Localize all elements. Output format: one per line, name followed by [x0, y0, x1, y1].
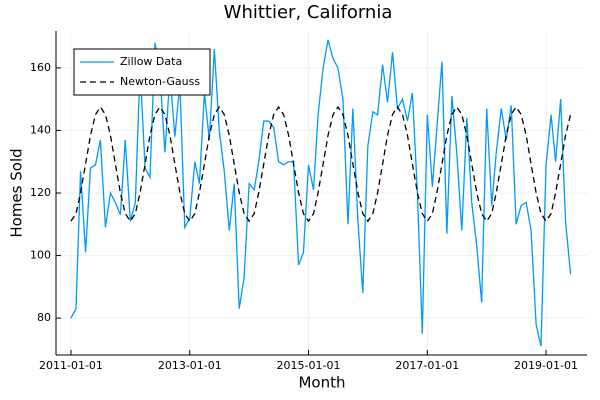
legend-box [73, 48, 211, 96]
y-tick-label: 120 [30, 186, 51, 199]
y-tick-label: 80 [37, 311, 51, 324]
legend-label: Newton-Gauss [120, 75, 200, 88]
y-tick-label: 100 [30, 249, 51, 262]
x-tick-label: 2019-01-01 [514, 359, 578, 372]
x-tick-label: 2017-01-01 [395, 359, 459, 372]
legend-label: Zillow Data [120, 55, 182, 68]
x-axis-label: Month [298, 374, 345, 392]
chart-title: Whittier, California [224, 2, 393, 23]
y-tick-label: 140 [30, 123, 51, 136]
y-tick-label: 160 [30, 61, 51, 74]
x-tick-label: 2015-01-01 [277, 359, 341, 372]
x-tick-label: 2013-01-01 [158, 359, 222, 372]
x-tick-label: 2011-01-01 [39, 359, 103, 372]
y-axis-label: Homes Sold [8, 148, 26, 237]
legend: Zillow Data Newton-Gauss [73, 48, 211, 96]
line-series [70, 105, 572, 223]
